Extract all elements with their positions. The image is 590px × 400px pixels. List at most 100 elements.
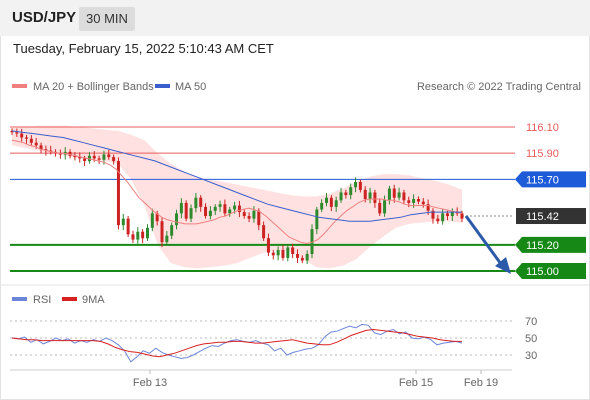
current-price-label: 115.42 xyxy=(526,211,559,223)
candle-body xyxy=(392,188,396,198)
pivot-tag xyxy=(515,171,586,188)
candle-body xyxy=(276,250,280,256)
candle-body xyxy=(247,216,251,219)
candle-body xyxy=(310,229,314,254)
candle-body xyxy=(416,199,420,202)
candle-body xyxy=(87,155,91,162)
candle-body xyxy=(402,192,406,201)
ma20-line xyxy=(11,139,463,245)
candle-body xyxy=(344,192,348,196)
ma9-legend-label: 9MA xyxy=(82,294,105,306)
candle-body xyxy=(44,149,48,151)
candle-body xyxy=(262,225,266,239)
candle-body xyxy=(305,253,309,261)
candle-body xyxy=(165,235,169,243)
candle-body xyxy=(223,204,227,214)
candle-body xyxy=(15,132,19,134)
candle-body xyxy=(97,158,101,160)
candle-body xyxy=(150,213,154,228)
candle-body xyxy=(237,205,241,213)
candle-body xyxy=(107,154,111,158)
candle-body xyxy=(358,181,362,190)
candle-body xyxy=(29,138,33,143)
candle-body xyxy=(189,208,193,219)
candle-body xyxy=(112,157,116,162)
candle-body xyxy=(25,137,29,139)
rsi-tick-label: 50 xyxy=(525,333,537,345)
candle-body xyxy=(441,213,445,222)
candle-body xyxy=(155,213,159,222)
candle-body xyxy=(300,257,304,261)
rsi-ma9-line xyxy=(11,328,462,358)
support-label: 115.20 xyxy=(526,240,559,252)
candle-body xyxy=(325,197,329,203)
candle-body xyxy=(233,205,237,210)
chart-header: USD/JPY 30 MIN xyxy=(0,0,590,36)
candle-body xyxy=(126,218,130,235)
candle-body xyxy=(242,212,246,217)
candle-body xyxy=(291,247,295,254)
candle-body xyxy=(266,238,270,253)
ma50-legend-swatch xyxy=(155,84,170,88)
support-tag xyxy=(515,236,586,253)
rsi-tick-label: 30 xyxy=(525,350,537,362)
x-tick-label: Feb 13 xyxy=(133,377,167,389)
rsi-legend-swatch xyxy=(12,297,27,301)
candle-body xyxy=(378,202,382,214)
candle-body xyxy=(349,187,353,196)
candle-body xyxy=(58,153,62,155)
candle-body xyxy=(407,200,411,203)
candle-body xyxy=(334,200,338,207)
candle-body xyxy=(141,231,145,239)
candle-body xyxy=(34,142,38,146)
candle-body xyxy=(78,157,82,159)
datetime-label: Tuesday, February 15, 2022 5:10:43 AM CE… xyxy=(13,41,274,56)
candle-body xyxy=(426,204,430,211)
candle-body xyxy=(39,145,43,150)
candle-body xyxy=(228,209,232,214)
candle-body xyxy=(387,188,391,201)
timeframe-button[interactable]: 30 MIN xyxy=(79,7,135,31)
candle-body xyxy=(339,192,343,201)
rsi-line xyxy=(11,323,463,363)
forecast-arrow-head xyxy=(495,257,511,274)
candle-body xyxy=(73,155,77,158)
bollinger-band xyxy=(12,125,462,269)
ma20-legend-swatch xyxy=(12,84,27,88)
candle-body xyxy=(184,202,188,219)
ma9-legend-swatch xyxy=(62,297,77,301)
candle-body xyxy=(213,206,217,211)
candle-body xyxy=(257,210,261,226)
candle-body xyxy=(170,225,174,236)
candle-body xyxy=(271,252,275,256)
symbol-title: USD/JPY xyxy=(12,9,77,26)
rsi-tick-label: 70 xyxy=(525,316,537,328)
candle-body xyxy=(436,218,440,222)
candle-body xyxy=(102,154,106,160)
candle-body xyxy=(179,202,183,214)
support-tag xyxy=(515,263,586,279)
rsi-legend-label: RSI xyxy=(33,294,51,306)
candle-body xyxy=(175,213,179,226)
candle-body xyxy=(208,210,212,217)
candle-body xyxy=(363,189,367,199)
ma50-line xyxy=(11,130,462,222)
candle-body xyxy=(218,204,222,207)
candle-body xyxy=(450,212,454,217)
candle-body xyxy=(145,227,149,239)
candle-body xyxy=(354,181,358,188)
candle-body xyxy=(116,161,120,226)
candle-body xyxy=(252,210,256,219)
resistance-label: 115.90 xyxy=(526,148,559,160)
candle-body xyxy=(204,206,208,217)
ma50-legend-label: MA 50 xyxy=(175,81,206,93)
candle-body xyxy=(194,197,198,209)
candle-body xyxy=(329,197,333,207)
candle-body xyxy=(460,213,464,219)
candle-body xyxy=(131,234,135,240)
candle-body xyxy=(20,133,24,138)
candle-body xyxy=(445,213,449,217)
candle-body xyxy=(383,200,387,214)
support-label: 115.00 xyxy=(526,266,559,278)
